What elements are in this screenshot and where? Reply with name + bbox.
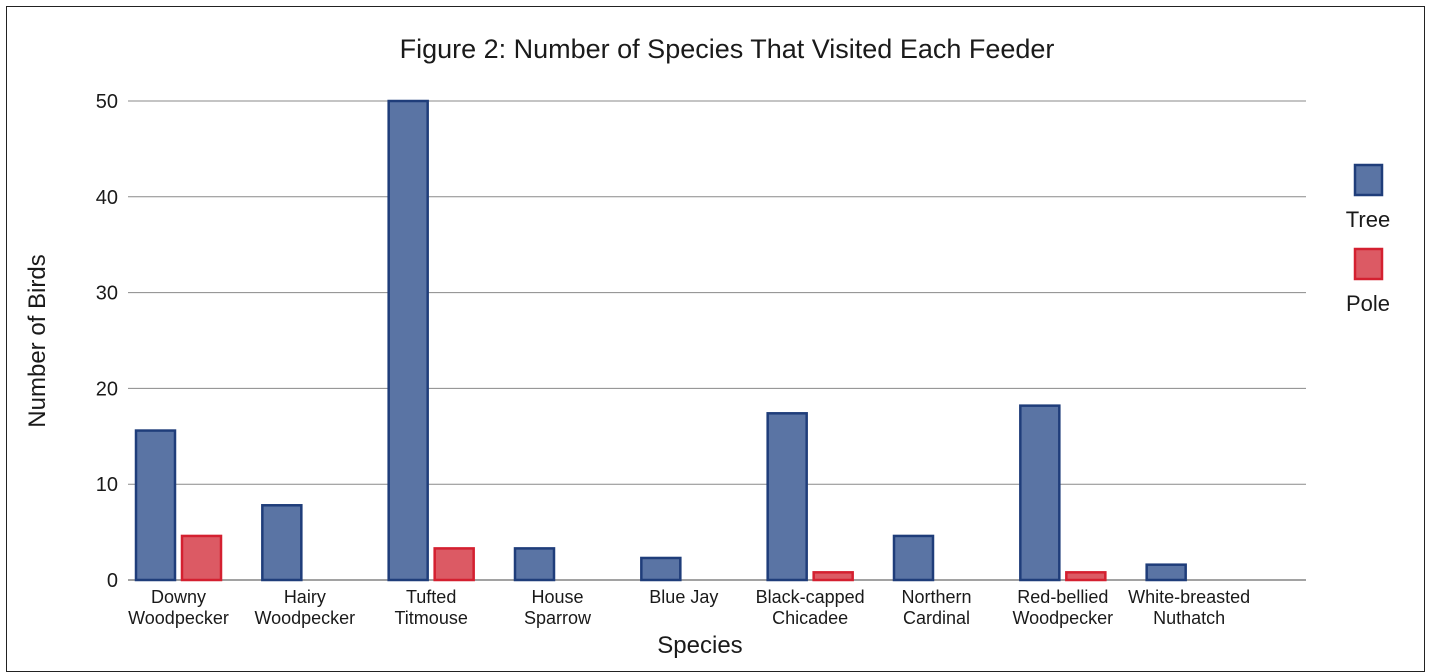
bar-tree: [513, 547, 556, 582]
x-tick-label: Tufted Titmouse: [394, 587, 467, 628]
y-tick-label: 50: [96, 91, 118, 113]
y-tick-label: 10: [96, 474, 118, 496]
legend-label-tree: Tree: [1346, 207, 1390, 232]
bar-tree: [1145, 563, 1187, 582]
x-tick-label: White-breasted Nuthatch: [1128, 587, 1250, 628]
y-tick-label: 20: [96, 378, 118, 400]
bar-tree: [766, 412, 808, 582]
legend-swatch-tree: [1353, 163, 1384, 197]
x-axis-ticks: Downy Woodpecker Hairy Woodpecker Tufted Titm…: [128, 587, 1250, 628]
gridlines: [128, 100, 1306, 581]
x-tick-label: Northern Cardinal: [901, 587, 971, 628]
legend-swatch-pole: [1353, 247, 1384, 281]
x-tick-label: Blue Jay: [649, 587, 718, 607]
x-tick-label: Hairy Woodpecker: [254, 587, 355, 628]
bar-tree: [134, 429, 177, 582]
y-axis-ticks: 0 10 20 30 40 50: [96, 91, 118, 592]
x-tick-label: Red-bellied Woodpecker: [1012, 587, 1113, 628]
x-tick-label: Black-capped Chicadee: [756, 587, 865, 628]
bar-tree: [387, 99, 429, 582]
y-tick-label: 30: [96, 283, 118, 305]
x-tick-label: Downy Woodpecker: [128, 587, 229, 628]
x-tick-label: House Sparrow: [524, 587, 592, 628]
bar-pole: [180, 534, 223, 582]
bar-tree: [892, 534, 935, 582]
bars: [134, 99, 1187, 582]
bar-pole: [812, 571, 854, 582]
bar-tree: [640, 556, 682, 582]
chart-frame: [6, 6, 1425, 672]
x-axis-label: Species: [657, 632, 742, 659]
y-tick-label: 40: [96, 187, 118, 209]
bar-tree: [1019, 404, 1061, 582]
y-tick-label: 0: [107, 570, 118, 592]
bar-pole: [1065, 571, 1107, 582]
chart-title: Figure 2: Number of Species That Visited…: [400, 34, 1055, 64]
legend-label-pole: Pole: [1346, 291, 1390, 316]
bar-tree: [261, 504, 303, 582]
bar-pole: [433, 547, 475, 582]
legend: Tree Pole: [1346, 163, 1390, 316]
y-axis-label: Number of Birds: [24, 254, 51, 427]
